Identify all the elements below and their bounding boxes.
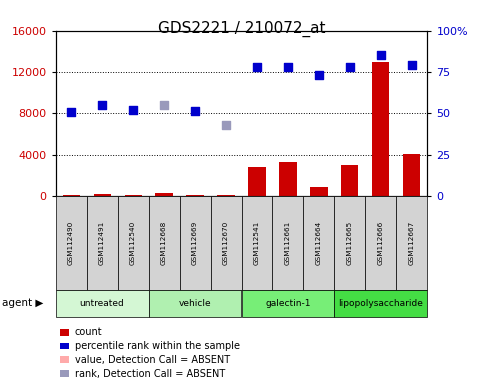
Bar (62, 195, 80, 196)
Bar (334, 196, 366, 290)
Text: lipopolysaccharide: lipopolysaccharide (339, 299, 424, 308)
Bar (56, 196, 86, 290)
Bar (156, 193, 172, 196)
Text: rank, Detection Call = ABSENT: rank, Detection Call = ABSENT (75, 369, 225, 379)
Point (346, 64, 354, 70)
Bar (125, 195, 142, 196)
Bar (211, 196, 242, 290)
Text: GSM112491: GSM112491 (99, 221, 105, 265)
Text: GSM112667: GSM112667 (409, 221, 415, 265)
Text: agent ▶: agent ▶ (2, 298, 44, 308)
Text: GSM112668: GSM112668 (161, 221, 167, 265)
Bar (242, 290, 334, 317)
Bar (86, 196, 117, 290)
Bar (242, 196, 272, 290)
Text: count: count (75, 327, 102, 337)
Bar (180, 196, 211, 290)
Bar (372, 62, 389, 196)
Bar (366, 196, 397, 290)
Bar (217, 195, 235, 196)
Text: GSM112661: GSM112661 (285, 221, 291, 265)
Text: GSM112665: GSM112665 (347, 221, 353, 265)
Point (160, 102, 168, 108)
Text: percentile rank within the sample: percentile rank within the sample (75, 341, 240, 351)
Bar (117, 196, 149, 290)
Point (408, 62, 416, 68)
Point (253, 64, 261, 70)
Bar (248, 167, 266, 196)
Point (67, 109, 75, 115)
Text: GDS2221 / 210072_at: GDS2221 / 210072_at (158, 21, 325, 37)
Text: untreated: untreated (80, 299, 125, 308)
Point (129, 107, 137, 113)
Bar (311, 187, 327, 196)
Bar (303, 196, 334, 290)
Text: GSM112540: GSM112540 (130, 221, 136, 265)
Bar (272, 196, 303, 290)
Bar (149, 290, 242, 317)
Bar (397, 196, 427, 290)
Text: value, Detection Call = ABSENT: value, Detection Call = ABSENT (75, 355, 230, 365)
Text: vehicle: vehicle (179, 299, 212, 308)
Bar (403, 154, 421, 196)
Point (222, 122, 230, 128)
Bar (94, 194, 111, 196)
Point (284, 64, 292, 70)
Text: GSM112666: GSM112666 (378, 221, 384, 265)
Bar (186, 195, 203, 196)
Point (377, 53, 385, 59)
Bar (149, 196, 180, 290)
Text: GSM112541: GSM112541 (254, 221, 260, 265)
Point (191, 108, 199, 114)
Bar (341, 165, 358, 196)
Text: GSM112490: GSM112490 (68, 221, 74, 265)
Point (98, 102, 106, 108)
Bar (280, 162, 297, 196)
Bar (56, 290, 149, 317)
Text: GSM112664: GSM112664 (316, 221, 322, 265)
Text: GSM112670: GSM112670 (223, 221, 229, 265)
Bar (334, 290, 427, 317)
Text: galectin-1: galectin-1 (265, 299, 311, 308)
Text: GSM112669: GSM112669 (192, 221, 198, 265)
Point (315, 72, 323, 78)
